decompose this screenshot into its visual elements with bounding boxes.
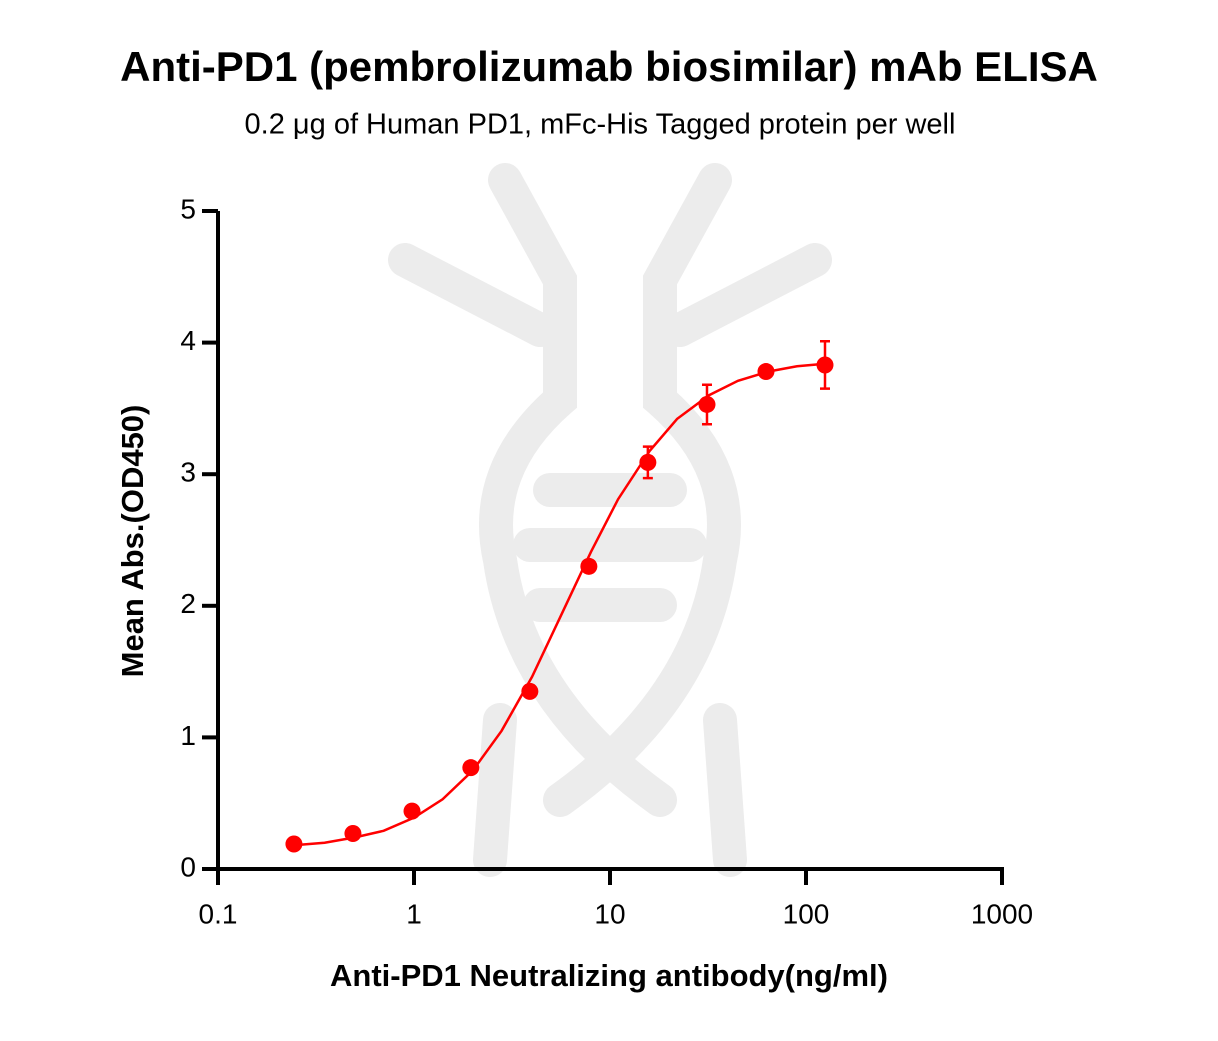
data-point — [344, 824, 362, 842]
chart-title: Anti-PD1 (pembrolizumab biosimilar) mAb … — [120, 43, 1098, 90]
y-tick-label: 5 — [180, 193, 196, 224]
x-tick-label: 100 — [783, 898, 830, 929]
fit-curve — [293, 362, 826, 847]
x-axis-title: Anti-PD1 Neutralizing antibody(ng/ml) — [330, 958, 888, 993]
data-point — [580, 557, 598, 575]
watermark — [388, 163, 832, 877]
data-point — [462, 759, 480, 777]
data-point — [285, 835, 303, 853]
x-tick-label: 0.1 — [199, 898, 238, 929]
y-axis-title: Mean Abs.(OD450) — [115, 405, 150, 678]
y-tick-label: 3 — [180, 457, 196, 488]
data-point — [403, 802, 421, 820]
x-tick-label: 1 — [406, 898, 422, 929]
x-tick-label: 1000 — [971, 898, 1033, 929]
data-point — [757, 363, 775, 381]
x-tick-label: 10 — [594, 898, 625, 929]
data-point — [816, 356, 834, 374]
y-tick-label: 2 — [180, 588, 196, 619]
y-tick-label: 4 — [180, 325, 196, 356]
y-tick-label: 0 — [180, 851, 196, 882]
y-tick-label: 1 — [180, 720, 196, 751]
data-point — [521, 682, 539, 700]
data-point — [698, 395, 716, 413]
data-point — [639, 453, 657, 471]
chart-subtitle: 0.2 μg of Human PD1, mFc-His Tagged prot… — [245, 109, 956, 141]
